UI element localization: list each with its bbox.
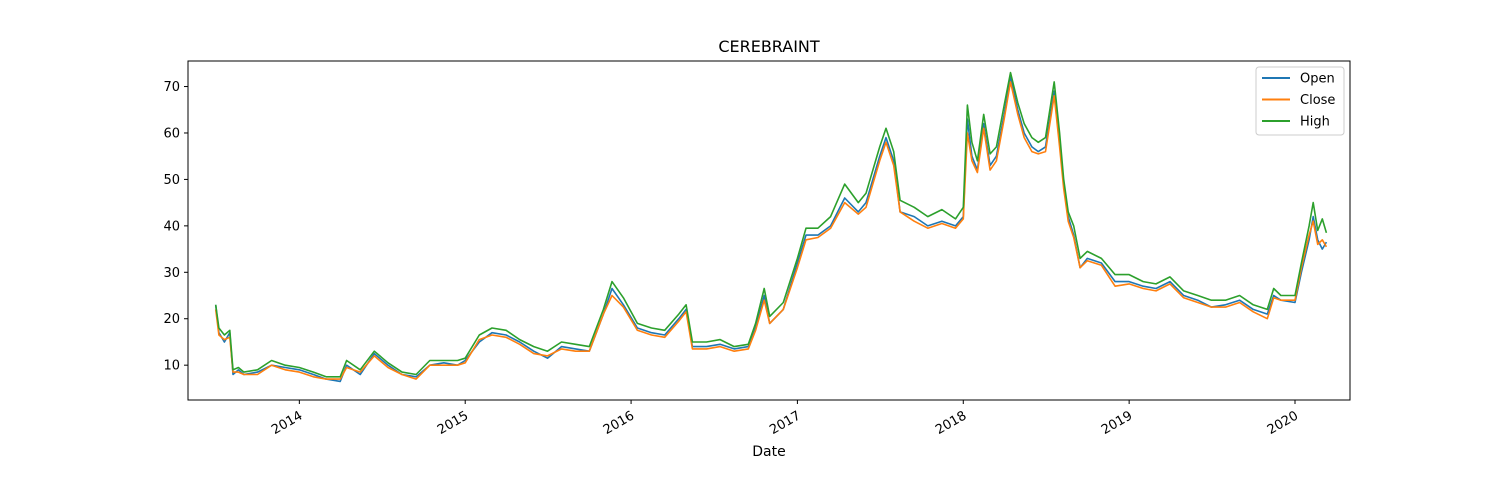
series-line-high bbox=[214, 71, 1328, 378]
plot-lines bbox=[214, 71, 1328, 383]
legend-box bbox=[1255, 66, 1345, 136]
legend-label-open: Open bbox=[1300, 72, 1335, 87]
series-line-open bbox=[214, 76, 1328, 383]
chart-title: CEREBRAINT bbox=[718, 37, 820, 56]
x-axis: 2014 2015 2016 2017 2018 2019 2020 bbox=[269, 400, 1301, 438]
x-tick-label: 2017 bbox=[767, 408, 803, 438]
y-tick-label: 70 bbox=[163, 80, 180, 95]
x-tick-label: 2018 bbox=[933, 408, 969, 438]
y-axis: 10 20 30 40 50 60 70 bbox=[163, 80, 188, 374]
x-tick-label: 2014 bbox=[269, 408, 305, 438]
legend: Open Close High bbox=[1255, 66, 1345, 136]
y-tick-label: 10 bbox=[163, 359, 180, 374]
legend-label-close: Close bbox=[1300, 93, 1335, 108]
series-line-close bbox=[214, 81, 1328, 380]
x-tick-label: 2020 bbox=[1265, 408, 1301, 438]
y-tick-label: 50 bbox=[163, 173, 180, 188]
legend-label-high: High bbox=[1300, 115, 1330, 130]
y-tick-label: 60 bbox=[163, 126, 180, 141]
x-tick-label: 2019 bbox=[1099, 408, 1135, 438]
y-tick-label: 30 bbox=[163, 266, 180, 281]
y-tick-label: 40 bbox=[163, 219, 180, 234]
x-tick-label: 2015 bbox=[435, 408, 471, 438]
plot-frame bbox=[187, 60, 1351, 401]
x-axis-label: Date bbox=[752, 444, 785, 460]
y-tick-label: 20 bbox=[163, 312, 180, 327]
x-tick-label: 2016 bbox=[601, 408, 637, 438]
